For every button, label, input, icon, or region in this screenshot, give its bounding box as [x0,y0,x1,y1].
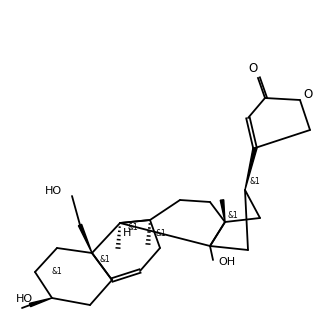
Polygon shape [245,148,257,190]
Polygon shape [78,224,92,253]
Text: H: H [123,228,131,238]
Text: &1: &1 [155,229,166,239]
Text: &1: &1 [250,177,261,187]
Text: O: O [248,61,258,74]
Text: HO: HO [16,294,33,304]
Text: &1: &1 [52,267,63,277]
Text: &1: &1 [128,224,139,232]
Polygon shape [220,200,225,222]
Polygon shape [29,298,52,307]
Text: O: O [304,88,312,101]
Text: &1: &1 [228,211,239,219]
Text: HO: HO [45,186,62,196]
Text: OH: OH [218,257,235,267]
Text: &1: &1 [100,255,111,265]
